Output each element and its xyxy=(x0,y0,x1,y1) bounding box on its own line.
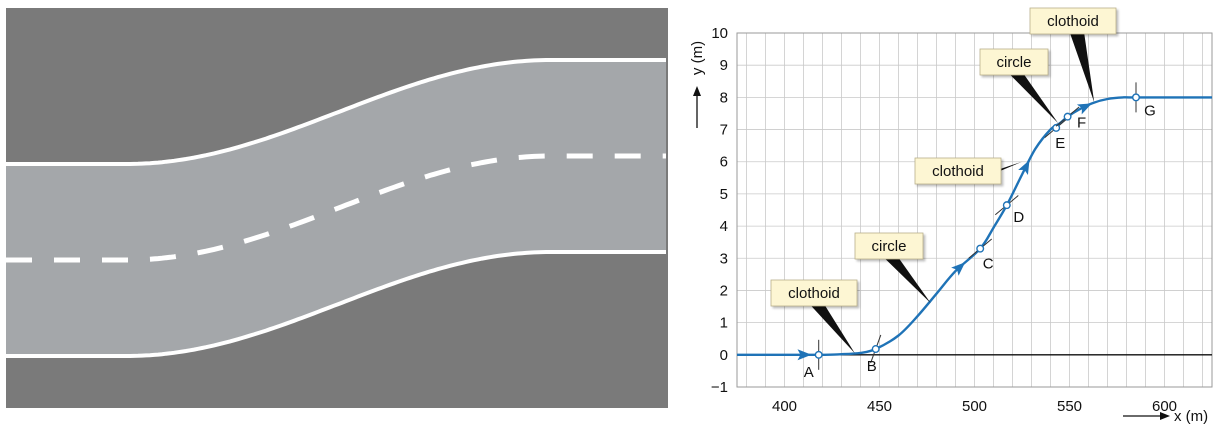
x-axis-label-arrowhead xyxy=(1160,412,1170,420)
transition-point-label: A xyxy=(804,364,814,381)
callout-box xyxy=(854,232,924,260)
x-axis-label: x (m) xyxy=(1174,408,1208,425)
callout-box xyxy=(1029,7,1117,35)
road-edge-bottom xyxy=(6,250,666,358)
road-edge-top xyxy=(6,58,666,166)
transition-point-marker xyxy=(1002,201,1011,210)
transition-point-marker xyxy=(1132,93,1141,102)
callout-box xyxy=(770,279,858,307)
y-tick-label: 6 xyxy=(720,154,728,171)
callout-pointer xyxy=(1010,75,1059,124)
transition-point-label: B xyxy=(867,358,877,375)
y-tick-label: 8 xyxy=(720,89,728,106)
transition-point-marker xyxy=(814,350,823,359)
callout-pointer xyxy=(1070,34,1095,103)
road-illustration xyxy=(6,8,668,408)
x-tick-label: 550 xyxy=(1057,398,1082,415)
y-tick-label: 9 xyxy=(720,57,728,74)
direction-arrowhead xyxy=(951,262,966,276)
y-tick-label: 4 xyxy=(720,218,728,235)
alignment-chart: 400 450 500 550 600 −1 0 1 2 3 4 5 6 7 8 9 10 A B C D EF G cl… xyxy=(689,7,1213,425)
callout-pointer xyxy=(885,259,931,304)
y-tick-label: −1 xyxy=(711,379,728,396)
y-tick-label: 2 xyxy=(720,282,728,299)
callout-pointer xyxy=(811,306,855,354)
transition-point-label: C xyxy=(983,256,994,273)
y-axis-label: y (m) xyxy=(689,41,706,75)
direction-arrowhead xyxy=(797,349,812,361)
callout-box xyxy=(979,48,1049,76)
x-tick-label: 600 xyxy=(1152,398,1177,415)
direction-arrowhead xyxy=(1076,103,1092,115)
y-tick-label: 1 xyxy=(720,315,728,332)
callout-label: clothoid xyxy=(788,285,840,302)
x-tick-label: 500 xyxy=(962,398,987,415)
callout-label: circle xyxy=(996,54,1031,71)
y-tick-label: 10 xyxy=(711,25,728,42)
axis-labels: y (m) x (m) xyxy=(689,41,1208,425)
transition-point-marker xyxy=(1063,112,1072,121)
callout-box xyxy=(914,157,1002,185)
transition-point-label: D xyxy=(1013,209,1024,226)
transition-points: A B C D EF G xyxy=(804,82,1156,381)
callout-label: clothoid xyxy=(932,163,984,180)
transition-point-label: F xyxy=(1077,115,1086,132)
x-tick-label: 400 xyxy=(772,398,797,415)
grid-lines xyxy=(737,32,1212,388)
y-axis-label-arrowhead xyxy=(693,86,701,96)
transition-point-marker xyxy=(871,345,880,354)
y-tick-label: 0 xyxy=(720,347,728,364)
road-center-line xyxy=(6,153,666,263)
x-tick-label: 450 xyxy=(867,398,892,415)
y-tick-label: 3 xyxy=(720,250,728,267)
transition-point-marker xyxy=(1052,123,1061,132)
direction-arrowhead xyxy=(1018,160,1030,176)
tick-labels: 400 450 500 550 600 −1 0 1 2 3 4 5 6 7 8 9 10 xyxy=(711,25,1177,415)
y-tick-label: 5 xyxy=(720,186,728,203)
plot-frame xyxy=(736,32,1213,388)
transition-point-label: E xyxy=(1055,135,1065,152)
callout-label: clothoid xyxy=(1047,13,1099,30)
callout-label: circle xyxy=(871,238,906,255)
segment-callouts: clothoid circle clothoid circle clothoid xyxy=(770,7,1117,354)
y-tick-label: 7 xyxy=(720,122,728,139)
transition-point-marker xyxy=(976,244,985,253)
transition-point-label: G xyxy=(1144,102,1156,119)
